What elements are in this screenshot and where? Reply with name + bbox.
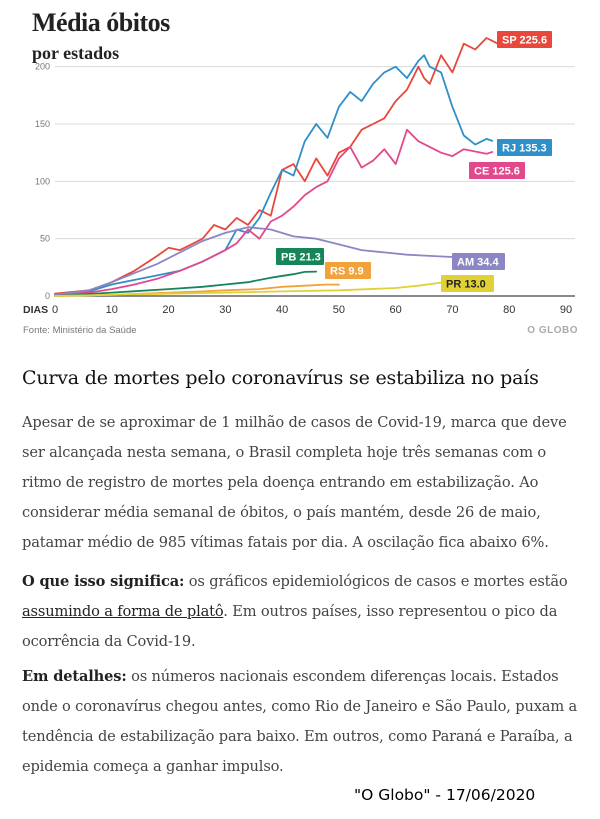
chart-figure: 0 50 100 150 200 0 10 20 30 40 50 60 70 80 90 DIAS Fonte… [0,0,600,350]
series-label-text-ce: CE 125.6 [474,166,520,178]
x-tick-label-70: 70 [446,304,458,316]
series-label-rs: RS 9.9 [325,262,371,279]
x-tick-label-20: 20 [162,304,174,316]
details-label: Em detalhes: [22,668,127,685]
series-line-pr [54,280,454,297]
details-text: os números nacionais escondem diferenças… [22,668,578,775]
meaning-text-before: os gráficos epidemiológicos de casos e m… [184,573,568,590]
series-label-pb: PB 21.3 [276,248,324,265]
series-label-text-pr: PR 13.0 [446,279,486,291]
series-line-rj [54,54,494,296]
meaning-text-after: . Em outros países, isso representou o p… [22,603,558,650]
series-line-am [54,226,488,296]
series-line-ce [54,128,494,296]
series-label-box-pb [276,248,324,265]
x-tick-label-80: 80 [503,304,515,316]
series-label-rj: RJ 135.3 [497,139,552,156]
x-tick-label-30: 30 [219,304,231,316]
series-label-box-sp [497,31,552,48]
y-tick-label-50: 50 [40,234,50,244]
plateau-link[interactable]: assumindo a forma de platô [22,603,224,620]
x-tick-label-0: 0 [52,304,58,316]
series-label-box-rs [325,262,371,279]
series-label-am: AM 34.4 [452,253,505,270]
series-label-pr: PR 13.0 [441,275,494,292]
series-label-box-am [452,253,505,270]
series-line-pb [54,270,318,297]
x-tick-label-50: 50 [333,304,345,316]
series-label-box-pr [441,275,494,292]
article-details: Em detalhes: os números nacionais escond… [22,662,588,782]
series-label-text-am: AM 34.4 [457,257,499,269]
meaning-label: O que isso significa: [22,573,185,590]
y-tick-label-150: 150 [35,119,50,129]
article-headline: Curva de mortes pelo coronavírus se esta… [22,367,539,389]
line-chart: 0 50 100 150 200 0 10 20 30 40 50 60 70 80 90 DIAS Fonte… [23,31,578,336]
chart-logo: O GLOBO [527,325,578,336]
article-intro: Apesar de se aproximar de 1 milhão de ca… [22,414,567,551]
x-tick-label-10: 10 [106,304,118,316]
y-tick-label-0: 0 [45,291,50,301]
series-line-sp [54,33,550,295]
series-label-text-rj: RJ 135.3 [502,143,547,155]
chart-source: Fonte: Ministério da Saúde [23,325,137,336]
chart-title: Média óbitos [32,8,170,37]
series-label-text-rs: RS 9.9 [330,266,364,278]
source-caption: "O Globo" - 17/06/2020 [354,786,536,804]
article-meaning: O que isso significa: os gráficos epidem… [22,567,588,657]
series-label-text-sp: SP 225.6 [502,35,547,47]
x-tick-label-90: 90 [560,304,572,316]
x-axis-label: DIAS [23,304,48,316]
x-tick-label-60: 60 [390,304,402,316]
series-label-ce: CE 125.6 [469,162,525,179]
x-tick-label-40: 40 [276,304,288,316]
y-tick-label-200: 200 [35,62,50,72]
y-tick-label-100: 100 [35,176,50,186]
series-label-text-pb: PB 21.3 [281,252,321,264]
chart-subtitle: por estados [32,43,120,63]
series-label-box-ce [469,162,525,179]
series-label-sp: SP 225.6 [497,31,552,48]
series-label-box-rj [497,139,552,156]
